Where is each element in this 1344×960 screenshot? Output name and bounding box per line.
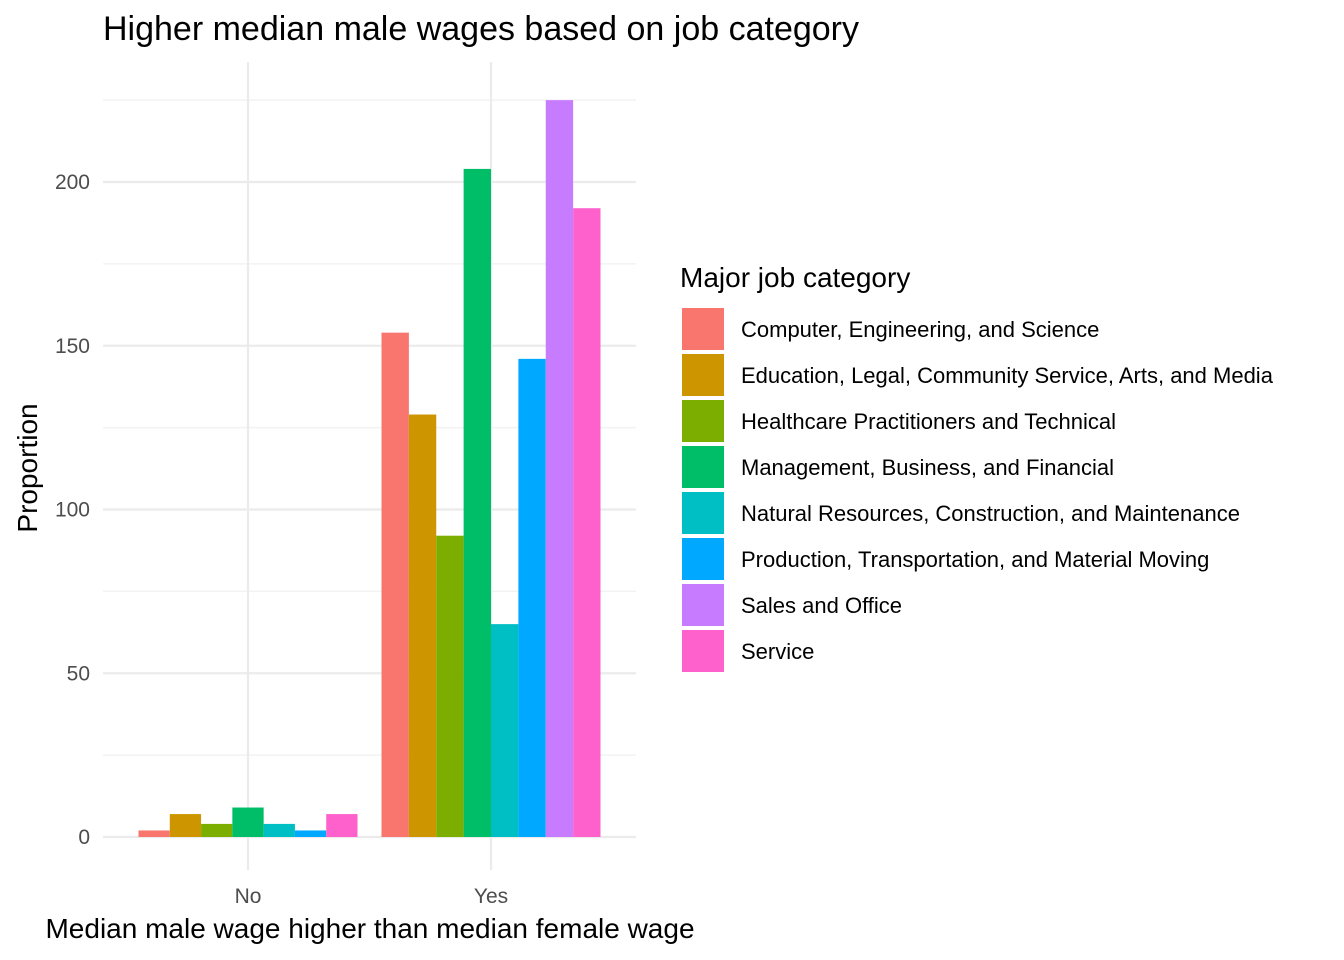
bar	[326, 814, 358, 837]
bar	[573, 208, 601, 837]
bar	[518, 358, 546, 837]
bar	[436, 535, 464, 837]
x-tick-label: Yes	[474, 885, 508, 908]
legend-label: Healthcare Practitioners and Technical	[741, 409, 1116, 434]
bar	[491, 624, 519, 837]
y-tick-label: 50	[67, 662, 90, 685]
x-axis-ticks: No Yes	[235, 885, 509, 908]
legend-swatch	[682, 538, 724, 580]
bar	[263, 823, 295, 837]
bar	[463, 168, 491, 837]
legend: Major job category Computer, Engineering…	[680, 262, 1274, 672]
legend-label: Service	[741, 639, 814, 664]
legend-label: Sales and Office	[741, 593, 902, 618]
legend-swatch	[682, 308, 724, 350]
bar	[201, 823, 233, 837]
legend-title: Major job category	[680, 262, 910, 293]
bar	[138, 830, 170, 837]
bar	[232, 807, 264, 837]
legend-swatch	[682, 446, 724, 488]
legend-swatch	[682, 400, 724, 442]
y-tick-label: 0	[78, 826, 90, 849]
y-tick-label: 100	[55, 499, 90, 522]
legend-label: Computer, Engineering, and Science	[741, 317, 1099, 342]
x-axis-title: Median male wage higher than median fema…	[45, 913, 694, 944]
bar	[169, 814, 202, 837]
legend-label: Natural Resources, Construction, and Mai…	[741, 501, 1240, 526]
legend-swatch	[682, 492, 724, 534]
bar	[381, 332, 409, 837]
y-axis-ticks: 0 50 100 150 200	[55, 171, 90, 849]
legend-label: Education, Legal, Community Service, Art…	[741, 363, 1274, 388]
legend-swatch	[682, 584, 724, 626]
legend-label: Production, Transportation, and Material…	[741, 547, 1209, 572]
legend-swatch	[682, 630, 724, 672]
legend-label: Management, Business, and Financial	[741, 455, 1114, 480]
x-tick-label: No	[235, 885, 262, 908]
legend-swatch	[682, 354, 724, 396]
y-tick-label: 200	[55, 171, 90, 194]
y-tick-label: 150	[55, 335, 90, 358]
bar	[408, 414, 437, 837]
bars	[138, 100, 601, 837]
bar	[545, 100, 574, 837]
y-axis-title: Proportion	[12, 403, 43, 532]
chart-title: Higher median male wages based on job ca…	[103, 10, 859, 48]
bar	[294, 830, 327, 837]
